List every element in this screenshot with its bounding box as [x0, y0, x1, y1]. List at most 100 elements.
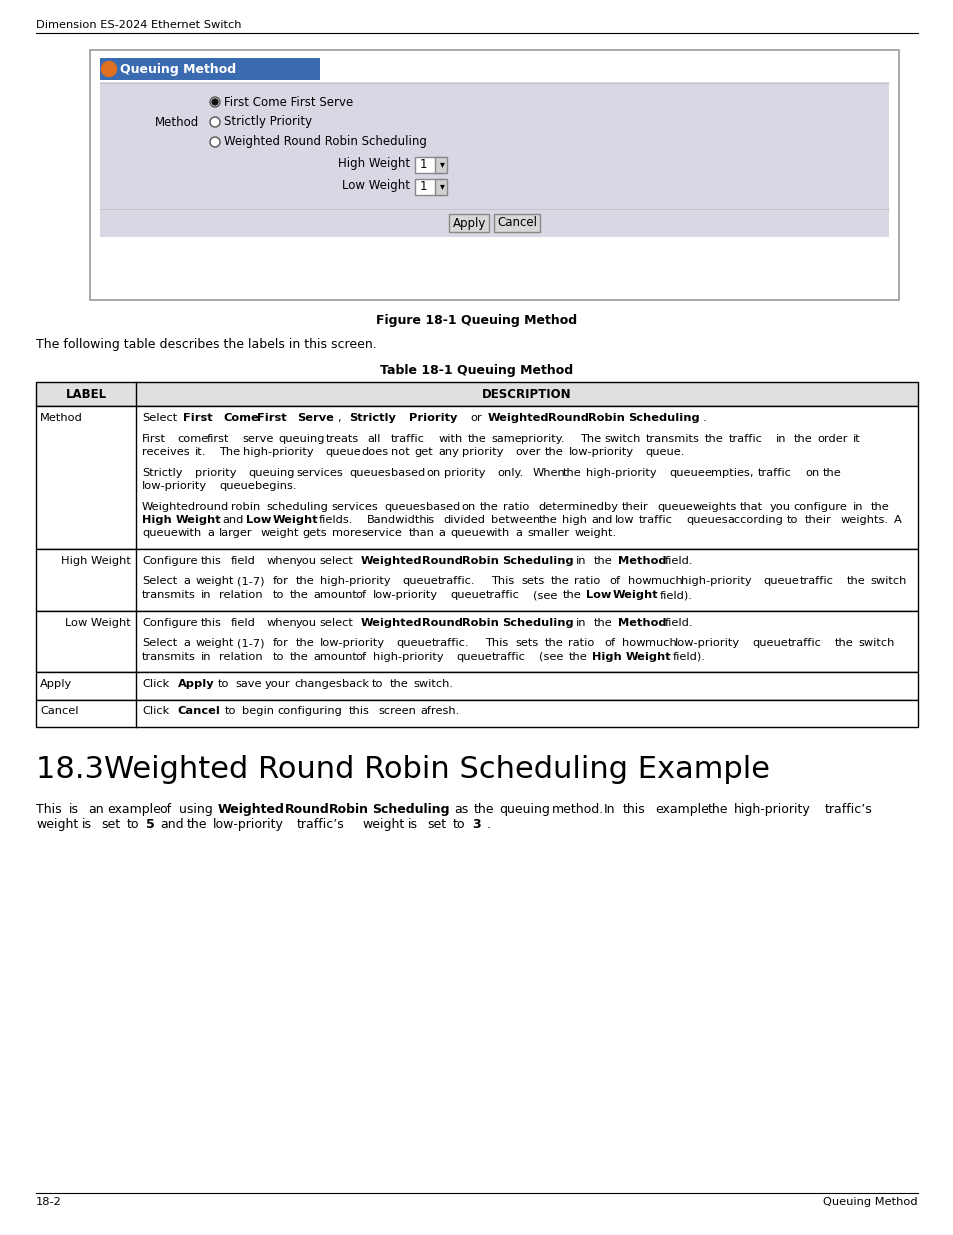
Text: traffic: traffic	[639, 515, 672, 525]
Text: round: round	[195, 501, 229, 511]
Text: traffic’s: traffic’s	[296, 818, 344, 831]
Text: the: the	[562, 468, 580, 478]
Text: Method: Method	[154, 116, 199, 128]
Text: Weight: Weight	[175, 515, 221, 525]
Text: switch: switch	[858, 638, 894, 648]
Text: with: with	[485, 529, 509, 538]
Text: based: based	[426, 501, 460, 511]
Text: the: the	[290, 590, 309, 600]
Text: priority.: priority.	[520, 433, 564, 443]
Text: traffic: traffic	[786, 638, 821, 648]
Text: services: services	[295, 468, 342, 478]
Text: the: the	[186, 818, 207, 831]
Text: low-priority: low-priority	[675, 638, 740, 648]
Text: Apply: Apply	[40, 679, 72, 689]
Text: the: the	[834, 638, 853, 648]
Text: The: The	[219, 447, 240, 457]
Text: the: the	[537, 515, 557, 525]
Text: queue: queue	[657, 501, 692, 511]
Text: Table 18-1 Queuing Method: Table 18-1 Queuing Method	[380, 364, 573, 377]
Text: the: the	[479, 501, 497, 511]
Text: field: field	[231, 556, 255, 566]
Text: begin: begin	[242, 706, 274, 716]
Text: High: High	[592, 652, 621, 662]
Text: High Weight: High Weight	[61, 556, 131, 566]
Bar	[415, 157, 442, 173]
Text: transmits: transmits	[142, 652, 195, 662]
Circle shape	[212, 99, 218, 105]
Text: to: to	[372, 679, 383, 689]
Text: Method: Method	[40, 412, 83, 424]
Text: traffic: traffic	[799, 577, 832, 587]
Text: priority: priority	[443, 468, 485, 478]
Text: ,: ,	[336, 412, 340, 424]
Text: High Weight: High Weight	[337, 158, 410, 170]
Text: ratio: ratio	[574, 577, 600, 587]
Text: to: to	[786, 515, 798, 525]
Text: 18.3Weighted Round Robin Scheduling Example: 18.3Weighted Round Robin Scheduling Exam…	[36, 755, 769, 784]
Circle shape	[101, 62, 116, 77]
Text: the: the	[568, 652, 586, 662]
Text: of: of	[355, 652, 366, 662]
Text: same: same	[491, 433, 521, 443]
Text: this: this	[201, 556, 222, 566]
Text: a: a	[207, 529, 213, 538]
Text: queue: queue	[142, 529, 177, 538]
Text: on: on	[426, 468, 440, 478]
Text: than: than	[408, 529, 434, 538]
Text: treats: treats	[325, 433, 358, 443]
Text: receives: receives	[142, 447, 190, 457]
Text: get: get	[414, 447, 433, 457]
Text: the: the	[562, 590, 580, 600]
Text: that: that	[740, 501, 762, 511]
Text: Cancel: Cancel	[40, 706, 78, 716]
Bar	[90, 49, 898, 300]
Text: This: This	[485, 638, 508, 648]
Text: A: A	[893, 515, 901, 525]
Text: example: example	[108, 803, 161, 816]
Text: weight: weight	[36, 818, 78, 831]
Text: the: the	[846, 577, 864, 587]
Text: queue: queue	[763, 577, 799, 587]
Text: save: save	[235, 679, 262, 689]
Text: service: service	[361, 529, 401, 538]
Text: 5: 5	[147, 818, 155, 831]
Text: (see: (see	[538, 652, 562, 662]
Text: high-priority: high-priority	[319, 577, 390, 587]
Text: field: field	[231, 618, 255, 627]
Text: all: all	[367, 433, 380, 443]
Text: traffic: traffic	[485, 590, 518, 600]
Text: Queuing Method: Queuing Method	[120, 63, 236, 75]
Bar	[36, 672, 917, 699]
Text: configure: configure	[793, 501, 846, 511]
Text: Round: Round	[421, 556, 462, 566]
Text: The following table describes the labels in this screen.: The following table describes the labels…	[36, 338, 376, 351]
Text: screen: screen	[378, 706, 416, 716]
Text: transmits: transmits	[142, 590, 195, 600]
Text: in: in	[576, 556, 586, 566]
Text: high-priority: high-priority	[585, 468, 656, 478]
Text: method.: method.	[551, 803, 603, 816]
Text: queues: queues	[685, 515, 727, 525]
Text: queue: queue	[325, 447, 361, 457]
Text: Weight: Weight	[612, 590, 658, 600]
Text: an: an	[88, 803, 104, 816]
Text: Robin: Robin	[328, 803, 368, 816]
Text: First: First	[142, 433, 166, 443]
Text: weight: weight	[361, 818, 404, 831]
Text: Weighted: Weighted	[361, 556, 422, 566]
Text: (see: (see	[533, 590, 557, 600]
Text: 18-2: 18-2	[36, 1197, 62, 1207]
Text: relation: relation	[219, 590, 262, 600]
Bar	[449, 214, 489, 232]
Text: Weighted: Weighted	[361, 618, 422, 627]
Text: Queuing Method: Queuing Method	[822, 1197, 917, 1207]
Text: Low Weight: Low Weight	[65, 618, 131, 627]
Text: Apply: Apply	[177, 679, 213, 689]
Text: back: back	[341, 679, 369, 689]
Text: for: for	[272, 577, 288, 587]
Text: relation: relation	[219, 652, 262, 662]
Text: gets: gets	[301, 529, 326, 538]
Text: Serve: Serve	[296, 412, 334, 424]
Text: Method: Method	[617, 556, 665, 566]
